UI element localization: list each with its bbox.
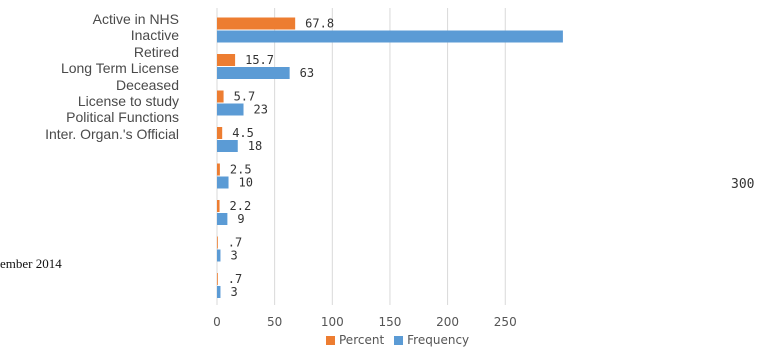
category-label: Long Term License xyxy=(60,60,179,77)
bar-frequency xyxy=(217,30,563,43)
bar-percent xyxy=(217,127,223,139)
data-label-percent: .7 xyxy=(228,236,242,250)
bar-frequency xyxy=(217,249,221,262)
legend-swatch-percent xyxy=(326,335,335,345)
category-label: Inactive xyxy=(130,27,179,44)
bar-frequency xyxy=(217,140,238,152)
data-label-percent: 5.7 xyxy=(234,90,256,104)
data-label-frequency: 23 xyxy=(254,103,268,117)
legend-label-percent: Percent xyxy=(339,333,385,347)
category-label: Political Functions xyxy=(66,109,179,126)
bar-frequency xyxy=(217,213,228,225)
data-label-percent: .7 xyxy=(228,272,242,286)
category-label: License to study xyxy=(77,93,179,110)
category-labels: Active in NHS Inactive Retired Long Term Li… xyxy=(0,11,179,142)
side-note-text: ember 2014 xyxy=(0,256,62,271)
data-label-frequency: 10 xyxy=(239,176,253,190)
x-tick-label: 50 xyxy=(267,315,282,329)
data-label-frequency: 18 xyxy=(248,139,262,153)
data-label-frequency: 3 xyxy=(230,249,237,263)
data-label-percent: 2.2 xyxy=(230,199,252,213)
bar-frequency xyxy=(217,103,244,116)
x-tick-label: 150 xyxy=(378,315,401,329)
x-tick-label: 250 xyxy=(494,315,517,329)
data-label-frequency: 9 xyxy=(237,212,244,226)
legend-label-frequency: Frequency xyxy=(407,333,470,347)
data-label-frequency: 63 xyxy=(300,66,314,80)
bar-percent xyxy=(217,90,224,103)
legend-item-percent: Percent xyxy=(326,333,384,347)
legend-item-frequency: Frequency xyxy=(394,333,469,347)
category-label: Inter. Organ.'s Official xyxy=(45,125,179,142)
data-label-percent: 15.7 xyxy=(245,53,274,67)
bar-percent xyxy=(217,236,218,249)
data-label-percent: 4.5 xyxy=(232,126,254,140)
x-tick-label: 200 xyxy=(436,315,459,329)
category-label: Deceased xyxy=(115,76,179,93)
bar-frequency xyxy=(217,286,221,298)
data-label-percent: 67.8 xyxy=(305,17,334,31)
data-label-percent: 2.5 xyxy=(230,163,252,177)
bar-frequency xyxy=(217,176,229,189)
x-tick-label: 0 xyxy=(213,315,221,329)
category-label: Retired xyxy=(133,43,179,60)
bar-percent xyxy=(217,54,236,66)
category-label: Active in NHS xyxy=(92,11,179,27)
bar-percent xyxy=(217,200,220,212)
x-tick-label: 100 xyxy=(321,315,344,329)
clipped-frequency-label: 300 xyxy=(731,177,755,192)
chart-legend: Percent Frequency xyxy=(326,333,469,347)
data-label-frequency: 3 xyxy=(230,285,237,299)
legend-swatch-frequency xyxy=(394,335,404,345)
bar-percent xyxy=(217,17,296,30)
bar-percent xyxy=(217,273,218,285)
bar-percent xyxy=(217,163,220,176)
bar-frequency xyxy=(217,67,290,79)
